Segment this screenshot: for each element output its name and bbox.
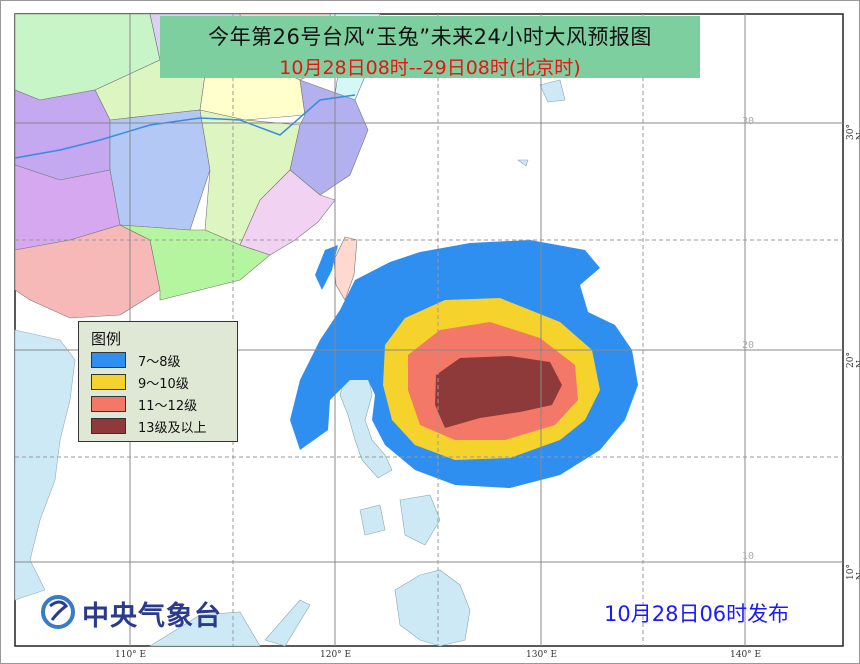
legend-label: 11～12级 — [138, 398, 198, 414]
legend-item-9-10: 9～10级 — [91, 371, 237, 393]
visayas-islands — [359, 494, 441, 546]
legend-label: 13级及以上 — [138, 420, 207, 436]
lon-label: 130° E — [526, 650, 558, 660]
lon-label: 140° E — [730, 650, 762, 660]
river-line — [14, 94, 356, 159]
legend-swatch — [91, 352, 126, 368]
japan-islands — [517, 79, 566, 167]
cma-logo-icon — [41, 595, 75, 629]
legend-item-13-plus: 13级及以上 — [91, 415, 237, 437]
wind-zones — [290, 240, 638, 488]
indochina-land — [14, 329, 76, 601]
legend-swatch — [91, 396, 126, 412]
issue-time: 10月28日06时发布 — [604, 602, 790, 626]
legend-title: 图例 — [91, 330, 122, 348]
lat-label: 10° N — [846, 564, 860, 580]
legend-item-7-8: 7～8级 — [91, 349, 237, 371]
legend-item-11-12: 11～12级 — [91, 393, 237, 415]
agency-branding: 中央气象台 — [40, 594, 222, 633]
forecast-period: 10月28日08时--29日08时(北京时) — [279, 57, 581, 79]
luzon-island — [339, 374, 393, 479]
lat-label: 20° N — [846, 352, 860, 368]
palawan-island — [264, 599, 311, 647]
lat-label: 30° N — [846, 124, 860, 140]
legend-swatch — [91, 374, 126, 390]
legend: 图例 7～8级 9～10级 11～12级 13级及以上 — [78, 321, 238, 442]
inner-lat-label: 10 — [742, 551, 755, 562]
map-title: 今年第26号台风“玉兔”未来24小时大风预报图 — [208, 25, 652, 49]
title-banner: 今年第26号台风“玉兔”未来24小时大风预报图 10月28日08时--29日08… — [160, 16, 700, 79]
legend-label: 7～8级 — [138, 354, 181, 370]
inner-lat-label: 20 — [742, 340, 755, 351]
legend-label: 9～10级 — [138, 376, 189, 392]
mindanao-island — [394, 569, 471, 647]
legend-swatch — [91, 418, 126, 434]
lon-label: 120° E — [320, 650, 352, 660]
inner-lat-label: 30 — [742, 116, 755, 127]
lon-label: 110° E — [115, 650, 147, 660]
agency-name: 中央气象台 — [82, 601, 222, 632]
